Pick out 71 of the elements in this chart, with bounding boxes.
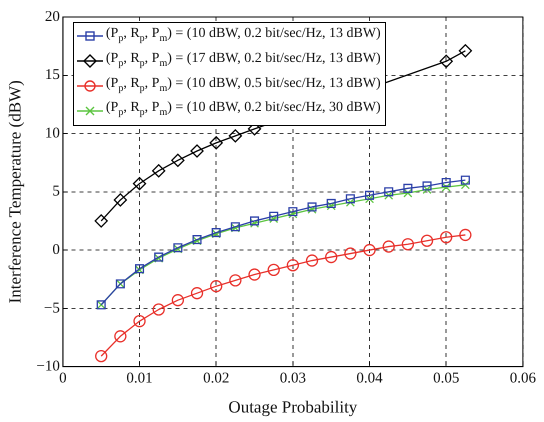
point	[95, 350, 108, 362]
point	[440, 54, 453, 68]
legend-label: (P$_{p}$, R$_{p}$, P$_{m}$) = (17 dBW, 0.2 bit/sec/Hz, 13 dBW)	[106, 50, 381, 71]
x-tick-label: 0.04	[356, 370, 384, 387]
point	[306, 254, 318, 267]
point	[94, 214, 108, 228]
point	[132, 176, 146, 190]
y-tick-label: 15	[44, 67, 60, 84]
legend-label: (P$_{p}$, R$_{p}$, P$_{m}$) = (10 dBW, 0.2 bit/sec/Hz, 30 dBW)	[106, 99, 381, 120]
point	[268, 264, 280, 276]
point	[403, 184, 412, 193]
point	[269, 214, 278, 224]
point	[152, 164, 166, 178]
y-tick-label: −5	[44, 300, 60, 316]
point	[363, 244, 376, 256]
legend-label: (P$_{p}$, R$_{p}$, P$_{m}$) = (10 dBW, 0.5 bit/sec/Hz, 13 dBW)	[106, 74, 381, 96]
point	[326, 198, 336, 208]
point	[460, 180, 470, 190]
point	[286, 259, 300, 272]
point	[346, 194, 355, 204]
point	[384, 190, 394, 200]
point	[442, 178, 451, 188]
point	[420, 234, 434, 247]
x-axis-title: Outage Probability	[228, 397, 358, 416]
point	[171, 154, 185, 167]
y-tick-label: 5	[52, 184, 60, 200]
point	[403, 188, 412, 198]
point	[346, 198, 355, 207]
point	[133, 315, 146, 328]
point	[325, 250, 338, 264]
point	[190, 144, 204, 158]
point	[210, 280, 222, 292]
y-tick-label: 0	[52, 242, 60, 258]
y-tick-label: 10	[44, 125, 60, 142]
point	[384, 187, 394, 196]
point	[307, 204, 317, 214]
point	[365, 194, 374, 204]
point	[269, 212, 278, 221]
point	[190, 287, 204, 300]
point	[114, 330, 127, 342]
point	[250, 218, 260, 228]
point	[172, 294, 184, 306]
point	[442, 182, 451, 192]
point	[382, 240, 395, 253]
point	[250, 216, 260, 226]
point	[440, 231, 452, 244]
point	[458, 44, 472, 58]
point	[326, 201, 336, 210]
point	[114, 193, 128, 207]
x-tick-label: 0.03	[280, 370, 306, 387]
point	[460, 176, 470, 185]
point	[344, 247, 357, 260]
point	[229, 274, 242, 287]
x-tick-label: 0.01	[126, 370, 153, 387]
legend-label: (P$_{p}$, R$_{p}$, P$_{m}$) = (10 dBW, 0.2 bit/sec/Hz, 13 dBW)	[106, 25, 381, 46]
point	[210, 136, 223, 150]
point	[402, 238, 414, 250]
x-tick-label: 0.05	[433, 370, 460, 387]
point	[459, 228, 472, 242]
point	[152, 303, 165, 316]
y-tick-label: −10	[36, 358, 60, 375]
y-tick-label: 20	[44, 8, 60, 25]
point	[422, 184, 432, 194]
y-axis-title: Interference Temperature (dBW)	[6, 80, 25, 304]
x-tick-label: 0.06	[510, 370, 536, 387]
point	[307, 202, 317, 212]
x-tick-label: 0.02	[203, 370, 230, 387]
point	[228, 129, 242, 143]
point	[248, 268, 261, 281]
point	[422, 181, 432, 191]
point	[365, 190, 374, 200]
